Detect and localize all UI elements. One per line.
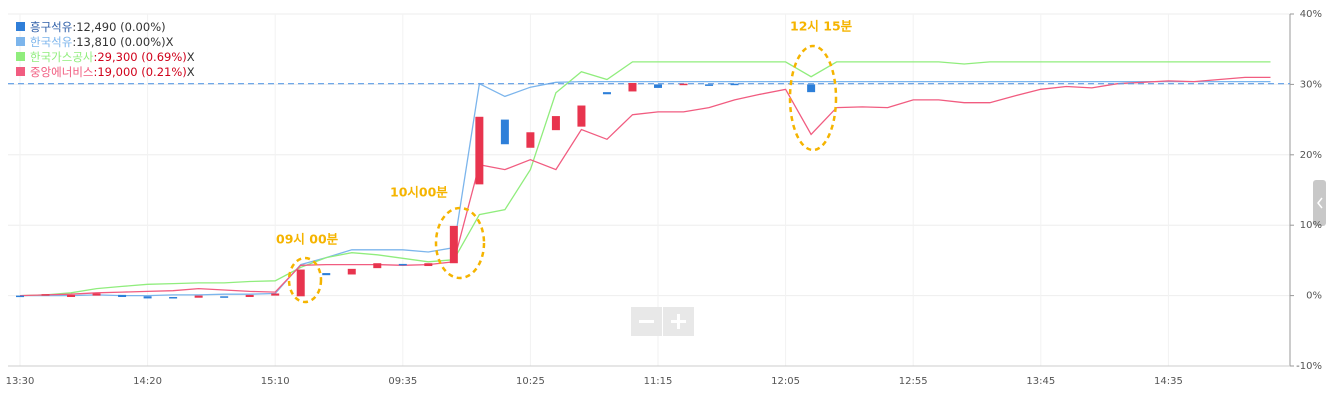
x-tick-label: 14:35 [1154, 376, 1183, 387]
candle [577, 105, 586, 127]
candle [449, 225, 458, 264]
candle [705, 84, 714, 86]
legend-remove[interactable]: X [166, 35, 174, 49]
candle [92, 293, 101, 296]
legend-label: 중앙에너비스:19,000 (0.21%)X [30, 65, 195, 79]
candle [500, 119, 509, 145]
candle [41, 294, 50, 296]
plot-area [8, 61, 1290, 299]
candle [118, 294, 127, 298]
x-tick-label: 13:30 [6, 376, 35, 387]
chevron-icon [1317, 197, 1323, 209]
legend-swatch [16, 52, 25, 61]
legend-swatch [16, 37, 25, 46]
legend-quote: :29,300 (0.69%) [93, 50, 186, 64]
candle [220, 296, 229, 298]
legend-swatch [16, 67, 25, 76]
candle [347, 268, 356, 275]
y-tick-label: 0% [1306, 291, 1322, 302]
annotation-ellipse [287, 256, 323, 304]
grid [8, 13, 1294, 367]
annotation: 09시 00분 [276, 232, 339, 247]
legend-label: 한국석유:13,810 (0.00%)X [30, 35, 174, 49]
y-tick-label: 10% [1300, 220, 1322, 231]
candle [398, 263, 407, 266]
candle [730, 83, 739, 86]
series-line [20, 80, 1271, 297]
y-tick-label: 40% [1300, 9, 1322, 20]
side-panel-toggle[interactable] [1313, 180, 1326, 226]
y-tick-label: -10% [1296, 361, 1322, 372]
x-tick-label: 11:15 [644, 376, 673, 387]
legend: 흥구석유:12,490 (0.00%)한국석유:13,810 (0.00%)X한… [16, 20, 195, 79]
legend-name: 한국가스공사 [30, 50, 94, 64]
candle [194, 295, 203, 298]
legend-label: 흥구석유:12,490 (0.00%) [30, 20, 166, 34]
legend-name: 흥구석유 [30, 20, 72, 34]
candle [143, 296, 152, 299]
legend-remove[interactable]: X [187, 65, 195, 79]
candle [551, 116, 560, 131]
x-tick-label: 09:35 [388, 376, 417, 387]
candle [679, 83, 688, 86]
candle [169, 297, 178, 299]
candle [424, 263, 433, 267]
candle [654, 84, 662, 88]
annotation-ellipse [434, 206, 486, 280]
x-tick-label: 13:45 [1026, 376, 1055, 387]
x-tick-label: 12:55 [899, 376, 928, 387]
candle [271, 293, 280, 296]
zoom-controls [631, 307, 694, 336]
annotation-ellipse [788, 44, 838, 152]
legend-quote: :19,000 (0.21%) [93, 65, 186, 79]
annotation: 10시00분 [390, 185, 448, 200]
legend-quote: :13,810 (0.00%) [72, 35, 165, 49]
candle [602, 92, 611, 95]
candle [322, 273, 331, 276]
candle [245, 294, 254, 298]
series-line [19, 61, 1271, 297]
candle [16, 295, 24, 298]
candle [373, 263, 382, 269]
candle [807, 84, 816, 93]
annotation: 12시 15분 [790, 19, 853, 34]
legend-label: 한국가스공사:29,300 (0.69%)X [30, 50, 195, 64]
y-tick-label: 30% [1300, 79, 1322, 90]
legend-name: 중앙에너비스 [30, 65, 93, 79]
legend-remove[interactable]: X [187, 50, 195, 64]
candle [296, 269, 305, 297]
x-tick-label: 14:20 [133, 376, 162, 387]
series-line [19, 76, 1271, 297]
candle [67, 294, 76, 298]
legend-name: 한국석유 [30, 35, 72, 49]
legend-quote: :12,490 (0.00%) [72, 20, 165, 34]
candle [628, 82, 637, 92]
x-tick-label: 10:25 [516, 376, 545, 387]
legend-swatch [16, 22, 25, 31]
x-tick-label: 12:05 [771, 376, 800, 387]
candle [526, 132, 535, 148]
candle [475, 116, 484, 185]
side-tab[interactable] [1313, 180, 1326, 226]
y-tick-label: 20% [1300, 150, 1322, 161]
x-tick-label: 15:10 [261, 376, 290, 387]
